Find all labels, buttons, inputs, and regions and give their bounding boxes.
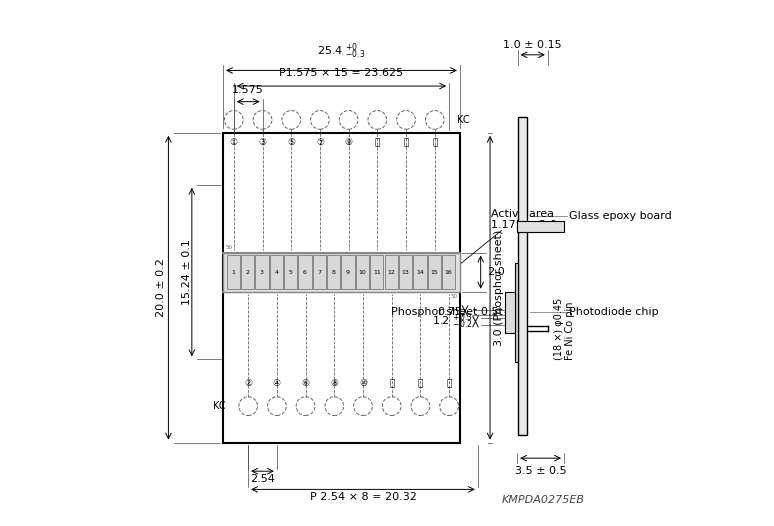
Text: 2: 2: [245, 270, 250, 275]
Text: Glass epoxy board: Glass epoxy board: [569, 211, 672, 221]
Bar: [427, 255, 441, 289]
Text: 10: 10: [358, 270, 366, 275]
Bar: [505, 291, 515, 333]
Bar: [341, 255, 354, 289]
Text: 4: 4: [274, 270, 279, 275]
Text: ①: ①: [230, 138, 238, 147]
Text: 3.5 ± 0.5: 3.5 ± 0.5: [515, 466, 567, 476]
Text: 5: 5: [289, 270, 293, 275]
Text: 7: 7: [317, 270, 321, 275]
Text: 1.575: 1.575: [232, 85, 264, 95]
Text: ⑫: ⑫: [389, 379, 395, 388]
Text: ⑤: ⑤: [287, 138, 296, 147]
Text: ⑬: ⑬: [403, 138, 409, 147]
Bar: [442, 255, 455, 289]
Bar: [241, 255, 255, 289]
Bar: [313, 255, 326, 289]
Text: 1: 1: [231, 270, 235, 275]
Text: Phosphor sheet 0.5t: Phosphor sheet 0.5t: [391, 307, 502, 318]
Text: ⑯: ⑯: [447, 379, 452, 388]
Text: 8: 8: [332, 270, 336, 275]
Text: ③: ③: [259, 138, 266, 147]
Text: Photodiode chip: Photodiode chip: [569, 307, 659, 318]
Text: 1.2 $^{+0.3}_{-0.2}$: 1.2 $^{+0.3}_{-0.2}$: [432, 312, 473, 331]
Bar: [356, 255, 369, 289]
Bar: [299, 255, 312, 289]
Bar: [517, 221, 564, 232]
Text: 50: 50: [226, 245, 233, 250]
Text: ⑮: ⑮: [432, 138, 437, 147]
Text: Active area
1.175 × 2.0: Active area 1.175 × 2.0: [491, 209, 557, 230]
Text: 50: 50: [450, 294, 457, 299]
Text: P 2.54 × 8 = 20.32: P 2.54 × 8 = 20.32: [310, 492, 416, 502]
Text: ②: ②: [244, 379, 252, 388]
Text: 15.24 ± 0.1: 15.24 ± 0.1: [182, 239, 192, 305]
Text: ⑪: ⑪: [375, 138, 380, 147]
Text: ④: ④: [272, 379, 281, 388]
Bar: [413, 255, 426, 289]
Text: KMPDA0275EB: KMPDA0275EB: [502, 495, 585, 505]
Text: ⑨: ⑨: [344, 138, 353, 147]
Text: ⑦: ⑦: [316, 138, 324, 147]
Text: 1.0 ± 0.15: 1.0 ± 0.15: [503, 39, 562, 49]
Bar: [269, 255, 283, 289]
Bar: [327, 255, 341, 289]
Text: 3.0 (Phosphor sheet): 3.0 (Phosphor sheet): [494, 229, 504, 346]
Bar: [515, 263, 518, 362]
Text: 12: 12: [387, 270, 395, 275]
Text: 6: 6: [303, 270, 307, 275]
Text: 14: 14: [416, 270, 424, 275]
Text: 25.4 $^{+0}_{-0.3}$: 25.4 $^{+0}_{-0.3}$: [317, 42, 366, 61]
Text: ⑧: ⑧: [330, 379, 338, 388]
Bar: [284, 255, 297, 289]
Text: (18 ×) φ0.45
Fe Ni Co pin: (18 ×) φ0.45 Fe Ni Co pin: [553, 297, 575, 360]
Bar: [255, 255, 269, 289]
Text: 15: 15: [430, 270, 438, 275]
Text: 16: 16: [445, 270, 453, 275]
Text: 0.75: 0.75: [438, 307, 462, 318]
Text: 9: 9: [346, 270, 350, 275]
Text: ⑭: ⑭: [418, 379, 423, 388]
Text: 11: 11: [373, 270, 381, 275]
Text: P1.575 × 15 = 23.625: P1.575 × 15 = 23.625: [279, 68, 403, 78]
Bar: [370, 255, 383, 289]
Bar: [385, 255, 398, 289]
Text: 13: 13: [402, 270, 409, 275]
Text: 20.0 ± 0.2: 20.0 ± 0.2: [156, 258, 166, 317]
Text: ⑩: ⑩: [359, 379, 367, 388]
Bar: [223, 252, 460, 291]
Bar: [223, 133, 460, 442]
Bar: [227, 255, 240, 289]
Text: KC: KC: [457, 115, 470, 125]
Text: 2.0: 2.0: [487, 267, 505, 277]
Text: 2.54: 2.54: [250, 474, 275, 484]
Text: 3: 3: [260, 270, 264, 275]
Bar: [518, 117, 527, 435]
Bar: [399, 255, 413, 289]
Text: KC: KC: [213, 401, 226, 411]
Text: ⑥: ⑥: [302, 379, 310, 388]
